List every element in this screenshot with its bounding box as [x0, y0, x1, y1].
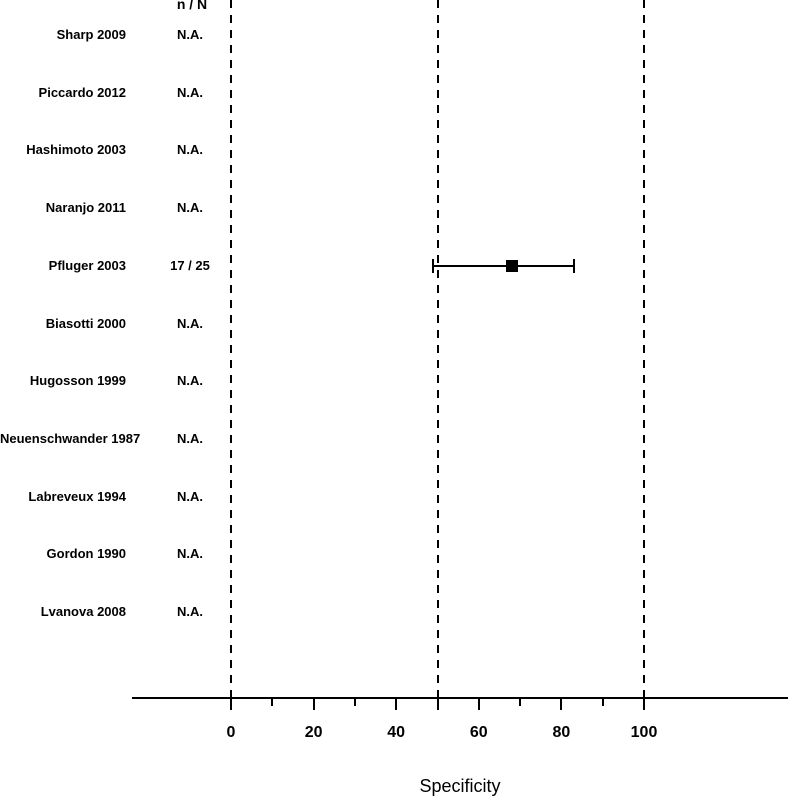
study-n-over-N: N.A.: [177, 604, 203, 619]
study-label: Hugosson 1999: [29, 373, 126, 388]
study-n-over-N: N.A.: [177, 546, 203, 561]
study-label: Lvanova 2008: [40, 604, 126, 619]
study-n-over-N: N.A.: [177, 316, 203, 331]
study-n-over-N: 17 / 25: [170, 258, 210, 273]
study-label: Naranjo 2011: [45, 200, 126, 215]
study-label: Pfluger 2003: [48, 258, 126, 273]
reference-line-100: [643, 0, 645, 698]
ci-upper-cap: [573, 259, 575, 273]
study-label: Neuenschwander 1987: [0, 431, 141, 446]
study-n-over-N: N.A.: [177, 489, 203, 504]
x-axis-title: Specificity: [419, 776, 501, 796]
minor-tick-50: [436, 699, 439, 710]
minor-tick-90: [601, 699, 604, 706]
study-n-over-N: N.A.: [177, 431, 203, 446]
study-label: Gordon 1990: [46, 546, 126, 561]
ci-lower-cap: [432, 259, 434, 273]
tick-label-40: 40: [387, 724, 406, 741]
study-label: Hashimoto 2003: [26, 142, 126, 157]
study-n-over-N: N.A.: [177, 142, 203, 157]
study-n-over-N: N.A.: [177, 373, 203, 388]
major-tick-20: [312, 699, 315, 710]
study-label: Biasotti 2000: [45, 316, 126, 331]
major-tick-100: [643, 699, 645, 710]
study-n-over-N: N.A.: [177, 27, 203, 42]
tick-label-20: 20: [304, 724, 323, 741]
tick-label-80: 80: [552, 724, 571, 741]
tick-label-0: 0: [226, 724, 236, 741]
study-label: Sharp 2009: [56, 27, 126, 42]
major-tick-80: [560, 699, 563, 710]
major-tick-60: [477, 699, 480, 710]
point-estimate-marker: [506, 260, 518, 272]
minor-tick-70: [519, 699, 522, 706]
study-n-over-N: N.A.: [177, 200, 203, 215]
x-axis-line: [132, 697, 788, 699]
reference-line-0: [230, 0, 232, 698]
tick-label-100: 100: [630, 724, 658, 741]
confidence-interval-line: [433, 265, 573, 267]
reference-line-50: [436, 0, 439, 698]
tick-label-60: 60: [469, 724, 488, 741]
minor-tick-10: [271, 699, 274, 706]
study-label: Piccardo 2012: [38, 85, 126, 100]
major-tick-0: [230, 699, 232, 710]
study-label: Labreveux 1994: [28, 489, 126, 504]
column-header-n-N: n / N: [176, 0, 208, 12]
minor-tick-30: [353, 699, 356, 706]
study-n-over-N: N.A.: [177, 85, 203, 100]
major-tick-40: [395, 699, 398, 710]
